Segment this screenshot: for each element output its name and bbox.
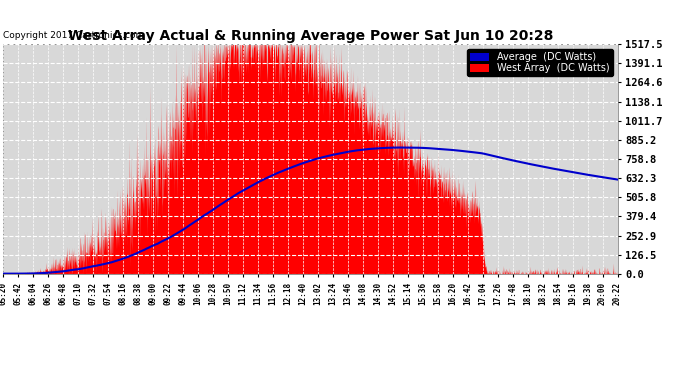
Legend: Average  (DC Watts), West Array  (DC Watts): Average (DC Watts), West Array (DC Watts… <box>467 49 613 76</box>
Text: Copyright 2017 Cartronics.com: Copyright 2017 Cartronics.com <box>3 31 145 40</box>
Title: West Array Actual & Running Average Power Sat Jun 10 20:28: West Array Actual & Running Average Powe… <box>68 29 553 43</box>
